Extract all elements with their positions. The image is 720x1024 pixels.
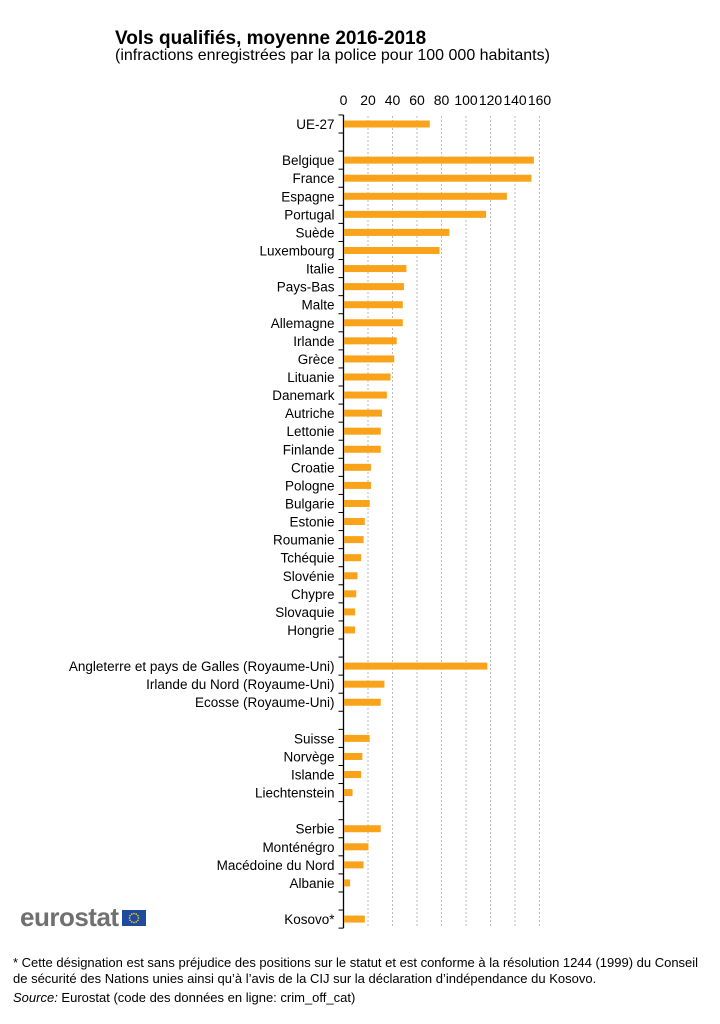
category-label: Chypre <box>291 587 335 602</box>
category-label: Suède <box>295 225 334 240</box>
category-label: Liechtenstein <box>255 786 335 801</box>
category-label: Monténégro <box>262 840 334 855</box>
bar-chart: 0 20 40 60 80 100 120 140 160 UE-27 Belgique France… <box>69 92 552 929</box>
bar <box>344 572 358 580</box>
bar <box>344 337 397 345</box>
bar <box>344 319 403 327</box>
category-label: Hongrie <box>287 623 334 638</box>
bar <box>344 752 363 760</box>
source-label: Source: <box>13 990 58 1005</box>
bar <box>344 156 534 164</box>
bar <box>344 301 403 309</box>
bar <box>344 680 385 688</box>
bar <box>344 427 381 435</box>
bar <box>344 228 450 236</box>
x-tick-label: 60 <box>409 92 425 108</box>
category-label: Bulgarie <box>285 496 335 511</box>
footnote: * Cette désignation est sans préjudice d… <box>13 955 699 986</box>
bar <box>344 536 364 544</box>
category-label: Italie <box>306 262 335 277</box>
category-label: Croatie <box>291 460 335 475</box>
bar <box>344 843 369 851</box>
category-label: Slovaquie <box>275 605 334 620</box>
x-tick-label: 120 <box>479 92 503 108</box>
bar <box>344 463 371 471</box>
bar <box>344 554 362 562</box>
bar <box>344 771 362 779</box>
x-tick-label: 20 <box>360 92 376 108</box>
category-label: Belgique <box>282 153 335 168</box>
bar <box>344 789 353 797</box>
x-tick-label: 80 <box>434 92 450 108</box>
category-label: Espagne <box>281 189 334 204</box>
category-label: Albanie <box>289 876 334 891</box>
category-label: Allemagne <box>271 316 335 331</box>
chart-subtitle: (infractions enregistrées par la police … <box>115 47 550 64</box>
bar <box>344 626 356 634</box>
bar <box>344 861 364 869</box>
x-tick-label: 0 <box>340 92 348 108</box>
bar <box>344 174 532 182</box>
category-label: Roumanie <box>273 533 335 548</box>
category-label: Autriche <box>285 406 335 421</box>
category-label: Suisse <box>294 731 335 746</box>
category-label: Estonie <box>289 515 334 530</box>
source-note: Source: Eurostat (code des données en li… <box>13 990 355 1005</box>
x-tick-label: 100 <box>454 92 478 108</box>
category-label: Danemark <box>272 388 335 403</box>
x-tick-label: 140 <box>503 92 527 108</box>
category-label: Serbie <box>295 822 334 837</box>
category-label: Lettonie <box>286 424 334 439</box>
bar <box>344 445 381 453</box>
category-label: Pays-Bas <box>277 280 335 295</box>
bar <box>344 192 507 200</box>
category-label: Islande <box>291 768 335 783</box>
category-label: UE-27 <box>296 117 334 132</box>
category-label: Luxembourg <box>259 243 334 258</box>
bar <box>344 608 356 616</box>
category-label: Norvège <box>283 749 334 764</box>
bar <box>344 120 430 128</box>
category-label: Kosovo* <box>284 912 335 927</box>
category-label: Malte <box>301 298 334 313</box>
bar <box>344 481 371 489</box>
category-label: Macédoine du Nord <box>217 858 335 873</box>
category-label: Irlande du Nord (Royaume-Uni) <box>146 677 334 692</box>
bar <box>344 662 488 670</box>
category-label: Portugal <box>284 207 334 222</box>
category-label: Slovénie <box>283 569 335 584</box>
bar <box>344 698 381 706</box>
eurostat-logo: eurostat <box>20 902 146 933</box>
bar <box>344 246 440 254</box>
bar <box>344 265 407 273</box>
category-label: Tchéquie <box>280 551 334 566</box>
bar <box>344 734 370 742</box>
category-label: Grèce <box>298 352 335 367</box>
bar <box>344 355 395 363</box>
bar <box>344 590 357 598</box>
logo-text: eurostat <box>20 902 119 932</box>
category-label: Irlande <box>293 334 334 349</box>
bar <box>344 210 487 218</box>
bar <box>344 391 387 399</box>
category-label: Pologne <box>285 478 335 493</box>
bar <box>344 825 381 833</box>
x-tick-label: 160 <box>528 92 552 108</box>
x-tick-label: 40 <box>385 92 401 108</box>
bar <box>344 499 370 507</box>
bar <box>344 518 365 526</box>
category-label: Finlande <box>283 442 335 457</box>
category-label: Lituanie <box>287 370 334 385</box>
bar <box>344 283 405 291</box>
category-label: Angleterre et pays de Galles (Royaume-Un… <box>69 659 335 674</box>
bar <box>344 879 351 887</box>
source-text: Eurostat (code des données en ligne: cri… <box>57 990 356 1005</box>
bar <box>344 915 365 923</box>
bar <box>344 409 382 417</box>
chart-title: Vols qualifiés, moyenne 2016-2018 <box>115 28 427 49</box>
category-label: France <box>292 171 334 186</box>
bar <box>344 373 391 381</box>
eu-flag-icon <box>121 909 146 926</box>
category-label: Ecosse (Royaume-Uni) <box>195 695 335 710</box>
